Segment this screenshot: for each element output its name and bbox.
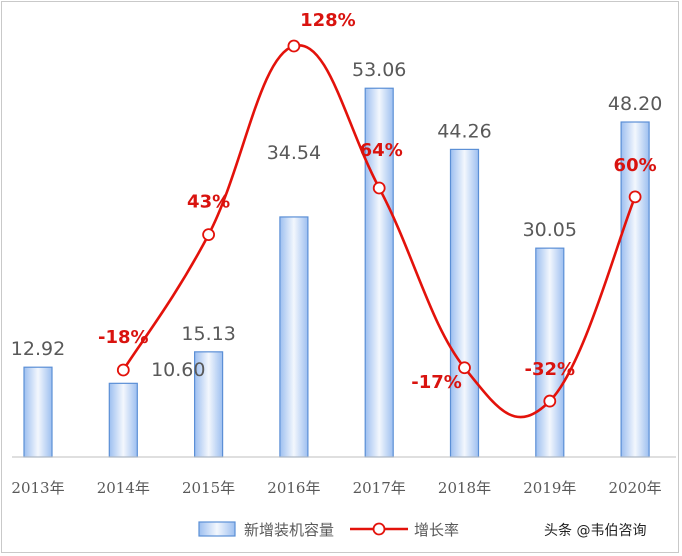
legend-label-capacity: 新增装机容量 bbox=[244, 521, 334, 539]
rate-value-label-4: 64% bbox=[360, 140, 403, 161]
bar-6 bbox=[535, 247, 565, 458]
rate-marker-6 bbox=[543, 394, 557, 408]
rate-value-label-1: -18% bbox=[98, 327, 149, 348]
legend-swatch-marker bbox=[372, 522, 386, 536]
bar-value-label-0: 12.92 bbox=[11, 338, 65, 360]
bar-value-label-7: 48.20 bbox=[608, 93, 662, 115]
rate-value-label-6: -32% bbox=[525, 359, 576, 380]
bar-3 bbox=[279, 216, 309, 458]
bar-value-label-4: 53.06 bbox=[352, 59, 406, 81]
watermark-bottom-text: 头条 @韦伯咨询 bbox=[544, 522, 646, 539]
watermark-bottom: 头条 @韦伯咨询 bbox=[544, 522, 646, 539]
bar-2 bbox=[194, 351, 224, 458]
x-tick-label-4: 2017年 bbox=[353, 479, 406, 497]
bar-value-label-5: 44.26 bbox=[437, 120, 491, 142]
rate-value-label-5: -17% bbox=[411, 372, 462, 393]
rate-value-label-3: 128% bbox=[300, 10, 356, 31]
x-tick-label-5: 2018年 bbox=[438, 479, 491, 497]
rate-marker-7 bbox=[628, 190, 642, 204]
bar-7 bbox=[620, 121, 650, 458]
bar-1 bbox=[108, 382, 138, 458]
watermark-top-text: 搜狐号@韦伯咨询 bbox=[539, 8, 651, 25]
bar-value-label-3: 34.54 bbox=[267, 142, 321, 164]
rate-value-label-2: 43% bbox=[187, 192, 230, 213]
legend: 新增装机容量 增长率 bbox=[198, 521, 459, 539]
watermark-top: 搜狐号@韦伯咨询 bbox=[539, 8, 651, 25]
x-tick-label-7: 2020年 bbox=[609, 479, 662, 497]
x-tick-label-6: 2019年 bbox=[523, 479, 576, 497]
x-tick-label-1: 2014年 bbox=[97, 479, 150, 497]
bar-value-label-2: 15.13 bbox=[181, 323, 235, 345]
x-tick-label-2: 2015年 bbox=[182, 479, 235, 497]
x-tick-label-3: 2016年 bbox=[267, 479, 320, 497]
bar-value-label-1: 10.60 bbox=[151, 359, 205, 381]
bar-0 bbox=[23, 366, 53, 458]
rate-marker-5 bbox=[458, 361, 471, 375]
x-tick-label-0: 2013年 bbox=[11, 479, 64, 497]
rate-marker-1 bbox=[116, 363, 130, 377]
rate-marker-3 bbox=[287, 39, 301, 53]
bar-value-label-6: 30.05 bbox=[523, 219, 577, 241]
bar-5 bbox=[449, 148, 480, 458]
legend-label-rate: 增长率 bbox=[414, 521, 459, 539]
legend-swatch-bar bbox=[198, 521, 236, 537]
rate-marker-2 bbox=[202, 228, 216, 242]
rate-marker-4 bbox=[372, 181, 386, 195]
rate-value-label-7: 60% bbox=[614, 155, 657, 176]
